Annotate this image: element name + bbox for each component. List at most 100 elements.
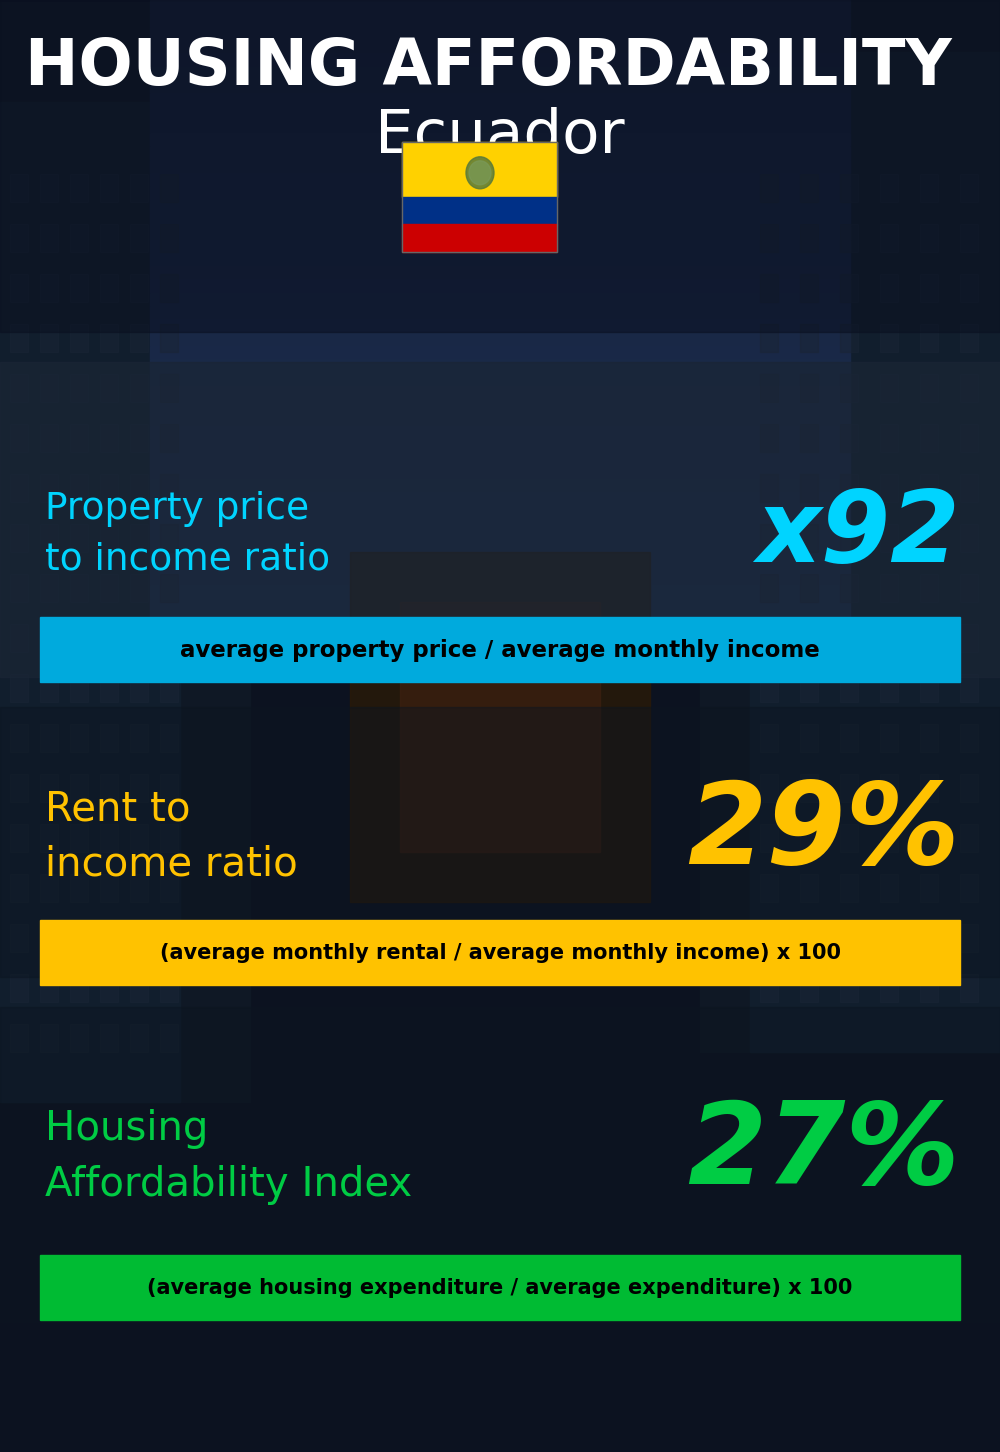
Bar (70, 274, 88, 302)
Bar (160, 324, 178, 351)
Bar (150, 439, 850, 453)
Bar (0, 1008, 1000, 1321)
Bar (10, 375, 28, 402)
Bar (800, 774, 818, 802)
Bar (760, 774, 778, 802)
Bar (150, 386, 850, 399)
Bar (130, 774, 148, 802)
Bar (960, 574, 978, 603)
Bar (920, 174, 938, 202)
Bar (70, 174, 88, 202)
Bar (150, 147, 850, 160)
Bar (100, 574, 118, 603)
Bar (880, 674, 898, 701)
Bar (150, 266, 850, 279)
Bar (150, 626, 850, 639)
Bar (150, 412, 850, 425)
Bar (10, 725, 28, 752)
Bar (150, 466, 850, 479)
Bar (960, 324, 978, 351)
Bar (70, 473, 88, 502)
Bar (880, 274, 898, 302)
Bar (10, 774, 28, 802)
Bar (70, 624, 88, 652)
Bar (880, 224, 898, 253)
Bar (100, 774, 118, 802)
Bar (880, 424, 898, 452)
Bar (800, 224, 818, 253)
Bar (10, 473, 28, 502)
Bar (880, 923, 898, 953)
Bar (920, 375, 938, 402)
Bar (880, 725, 898, 752)
Bar (150, 213, 850, 227)
Bar (150, 199, 850, 213)
Bar (10, 823, 28, 852)
Bar (70, 324, 88, 351)
Bar (800, 624, 818, 652)
Bar (150, 613, 850, 626)
Bar (40, 274, 58, 302)
Bar (960, 874, 978, 902)
Bar (880, 524, 898, 552)
Bar (100, 274, 118, 302)
Bar (40, 774, 58, 802)
Bar (750, 52, 1000, 1053)
Bar (760, 174, 778, 202)
Bar (920, 874, 938, 902)
Bar (10, 1024, 28, 1053)
Bar (800, 974, 818, 1002)
Bar (100, 375, 118, 402)
Bar (150, 533, 850, 546)
Bar (800, 174, 818, 202)
Bar (130, 923, 148, 953)
Bar (150, 173, 850, 186)
Bar (160, 424, 178, 452)
Bar (150, 293, 850, 306)
Bar (960, 424, 978, 452)
Bar (160, 923, 178, 953)
Bar (150, 0, 850, 13)
Bar (960, 974, 978, 1002)
Bar (130, 524, 148, 552)
Bar (150, 639, 850, 652)
Bar (960, 224, 978, 253)
Bar (402, 197, 557, 225)
Bar (100, 1024, 118, 1053)
Bar (130, 424, 148, 452)
Bar (100, 174, 118, 202)
Bar (880, 324, 898, 351)
Text: 27%: 27% (687, 1096, 960, 1208)
Bar (40, 224, 58, 253)
Bar (760, 274, 778, 302)
Bar (10, 424, 28, 452)
Bar (760, 624, 778, 652)
Bar (10, 624, 28, 652)
Bar (840, 524, 858, 552)
Text: average property price / average monthly income: average property price / average monthly… (180, 639, 820, 662)
Bar (760, 674, 778, 701)
Bar (100, 624, 118, 652)
Bar (150, 93, 850, 106)
Bar (40, 617, 960, 682)
Bar (70, 674, 88, 701)
Bar (150, 319, 850, 333)
Ellipse shape (469, 161, 491, 184)
Bar (150, 160, 850, 173)
Bar (920, 974, 938, 1002)
Bar (0, 0, 1000, 333)
Bar (840, 174, 858, 202)
Text: (average monthly rental / average monthly income) x 100: (average monthly rental / average monthl… (160, 942, 840, 963)
Bar (150, 227, 850, 240)
Bar (160, 1024, 178, 1053)
Bar (100, 725, 118, 752)
Bar (160, 174, 178, 202)
Bar (150, 492, 850, 505)
Bar (800, 674, 818, 701)
Bar (0, 1, 250, 1102)
Bar (100, 424, 118, 452)
Bar (960, 375, 978, 402)
Text: 29%: 29% (687, 777, 960, 887)
Bar (840, 725, 858, 752)
Bar (160, 624, 178, 652)
